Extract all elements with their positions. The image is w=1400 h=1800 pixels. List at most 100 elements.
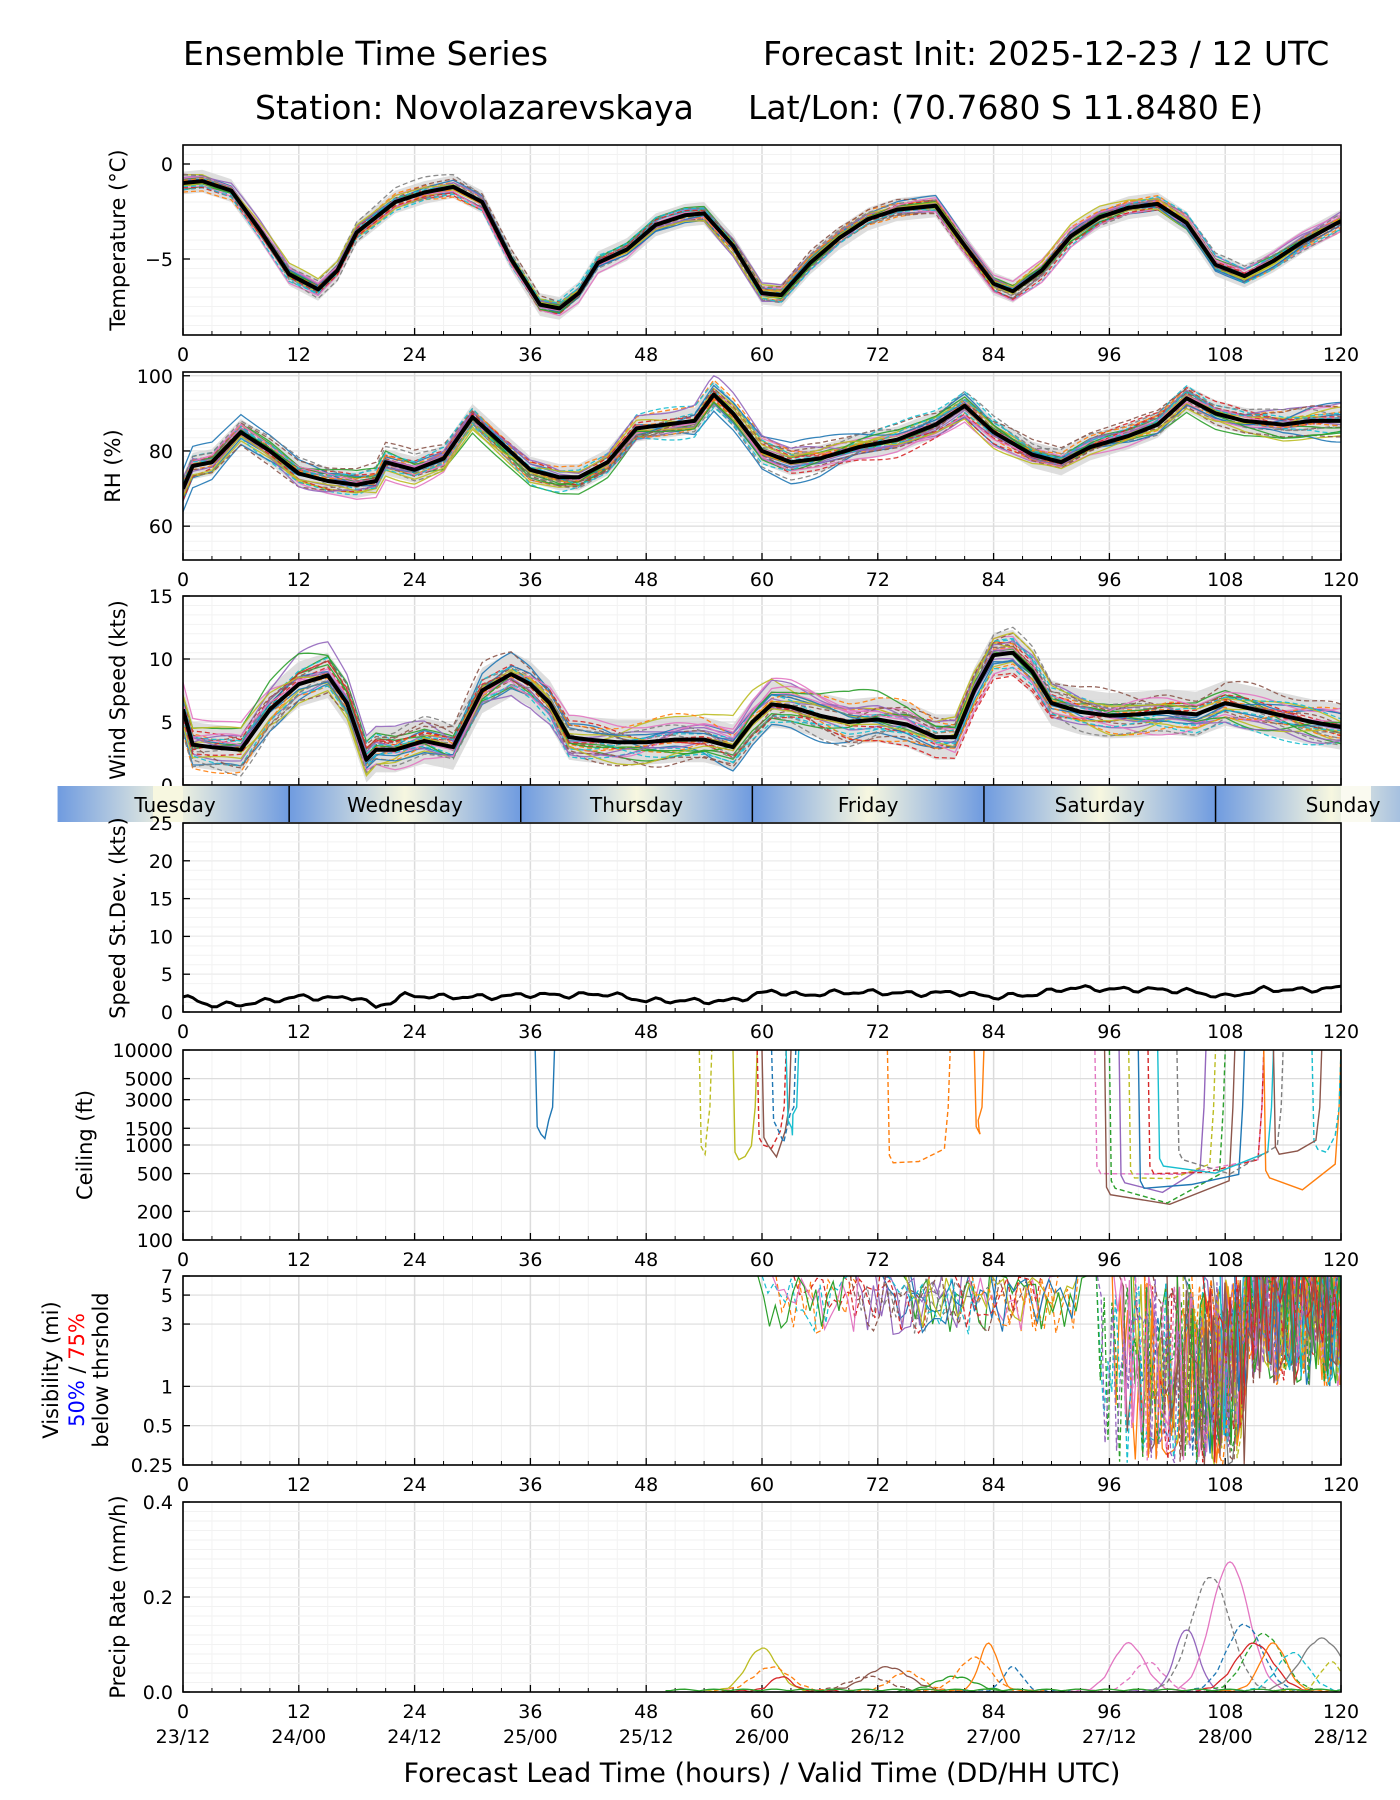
day-label: Saturday	[1055, 793, 1145, 817]
y-tick-label: 5	[161, 964, 173, 986]
y-tick-label: 80	[149, 441, 173, 463]
y-tick-label: 0.0	[143, 1682, 173, 1704]
forecast-init-label: Forecast Init: 2025-12-23 / 12 UTC	[763, 34, 1330, 73]
y-tick-label: 500	[137, 1164, 173, 1186]
y-tick-label: 5	[161, 1285, 173, 1307]
x-tick-label: 84	[982, 1474, 1006, 1496]
x-tick-label: 48	[634, 1021, 658, 1043]
ensemble-member-line	[183, 381, 1341, 490]
x-tick-label: 12	[287, 344, 311, 366]
y-tick-label: 20	[149, 851, 173, 873]
x-tick-label: 108	[1207, 1021, 1243, 1043]
visibility-member-line	[855, 1276, 943, 1331]
plot-area	[665, 1561, 1341, 1692]
day-band-segment	[520, 786, 753, 822]
ceiling-member-line	[1094, 1050, 1265, 1176]
y-tick-label: 0	[161, 1002, 173, 1024]
x-tick-label: 96	[1097, 1249, 1121, 1271]
x-tick-label: 12	[287, 1249, 311, 1271]
day-band-segment	[752, 786, 984, 822]
x-tick-label: 72	[866, 344, 890, 366]
pct75-label: 75%	[65, 1313, 89, 1360]
x-tick-label: 108	[1207, 1474, 1243, 1496]
ceiling-member-line	[1118, 1050, 1207, 1194]
ensemble-member-line	[183, 660, 1341, 759]
x-tick-label: 108	[1207, 344, 1243, 366]
visibility-member-line	[771, 1276, 859, 1332]
ensemble-member-line	[183, 390, 1341, 482]
panel-frame	[182, 144, 1342, 336]
ensemble-member-line	[183, 651, 1341, 759]
ceiling-member-line	[732, 1050, 758, 1161]
visibility-member-line	[1096, 1276, 1341, 1464]
visibility-member-line	[990, 1276, 1078, 1332]
visibility-member-line	[1184, 1276, 1341, 1424]
y-tick-label: 200	[137, 1201, 173, 1223]
x-tick-label: 120	[1323, 344, 1359, 366]
y-tick-label: 100	[137, 366, 173, 388]
y-tick-label: 5000	[125, 1069, 173, 1091]
chart-title: Ensemble Time Series	[183, 34, 549, 73]
day-band-segment	[983, 786, 1216, 822]
ensemble-member-line	[183, 387, 1341, 484]
plot-area	[183, 169, 1341, 320]
precip-member-line	[1152, 1576, 1269, 1691]
visibility-member-line	[849, 1276, 937, 1332]
precip-member-line	[1273, 1660, 1341, 1692]
y-tick-label: 60	[149, 516, 173, 538]
visibility-member-line	[1182, 1276, 1341, 1459]
ensemble-mean-line	[183, 392, 1341, 490]
panel-frame	[182, 1275, 1342, 1466]
panel-frame	[182, 822, 1342, 1013]
y-tick-label: 1500	[125, 1118, 173, 1140]
x-tick-label: 0	[177, 1474, 189, 1496]
visibility-member-line	[886, 1276, 974, 1335]
ensemble-member-line	[183, 666, 1341, 764]
ceiling-member-line	[1108, 1050, 1226, 1204]
day-label: Friday	[838, 793, 899, 817]
valid-time-label: 24/12	[387, 1726, 442, 1748]
x-tick-label: 12	[287, 1021, 311, 1043]
x-tick-label: 12	[287, 1701, 311, 1723]
visibility-member-line	[971, 1276, 1059, 1332]
x-tick-label: 120	[1323, 1021, 1359, 1043]
x-tick-label: 108	[1207, 569, 1243, 591]
x-tick-label: 120	[1323, 569, 1359, 591]
x-tick-label: 0	[177, 1249, 189, 1271]
ceiling-member-line	[886, 1050, 951, 1164]
x-tick-label: 84	[982, 1249, 1006, 1271]
ensemble-mean-line	[183, 650, 1341, 762]
y-axis-label: RH (%)	[101, 429, 125, 502]
y-tick-label: 0.2	[143, 1587, 173, 1609]
x-tick-label: 24	[403, 344, 427, 366]
ceiling-member-line	[1137, 1050, 1246, 1190]
separator-label: /	[65, 1360, 89, 1380]
visibility-member-line	[941, 1276, 1029, 1333]
x-tick-label: 24	[403, 569, 427, 591]
x-tick-label: 12	[287, 1474, 311, 1496]
x-tick-label: 24	[403, 1474, 427, 1496]
y-tick-label: 100	[137, 1230, 173, 1252]
ensemble-mean-line	[183, 179, 1341, 311]
x-tick-label: 72	[866, 569, 890, 591]
ensemble-member-line	[183, 391, 1341, 497]
y-tick-label: 15	[149, 586, 173, 608]
x-tick-label: 84	[982, 569, 1006, 591]
ceiling-member-line	[770, 1050, 797, 1145]
ensemble-member-line	[183, 666, 1341, 772]
x-tick-label: 36	[518, 1701, 542, 1723]
speed-stdev-line	[183, 984, 1341, 1010]
day-label: Tuesday	[133, 793, 216, 817]
valid-time-label: 28/12	[1314, 1726, 1369, 1748]
x-tick-label: 96	[1097, 1701, 1121, 1723]
day-label: Thursday	[589, 793, 683, 817]
y-axis-label: Precip Rate (mm/h)	[106, 1495, 130, 1698]
y-axis-label: Speed St.Dev. (kts)	[106, 817, 130, 1019]
station-label: Station: Novolazarevskaya	[255, 88, 694, 127]
panel-visibility: 75 3 1 0.5 0.250 12 24 36 48 60 72 84 96 108 120 Visibi…	[39, 1266, 1359, 1496]
precip-member-line	[1205, 1632, 1322, 1692]
x-tick-label: 48	[634, 344, 658, 366]
x-tick-label: 96	[1097, 1021, 1121, 1043]
plot-area	[534, 1050, 1341, 1206]
